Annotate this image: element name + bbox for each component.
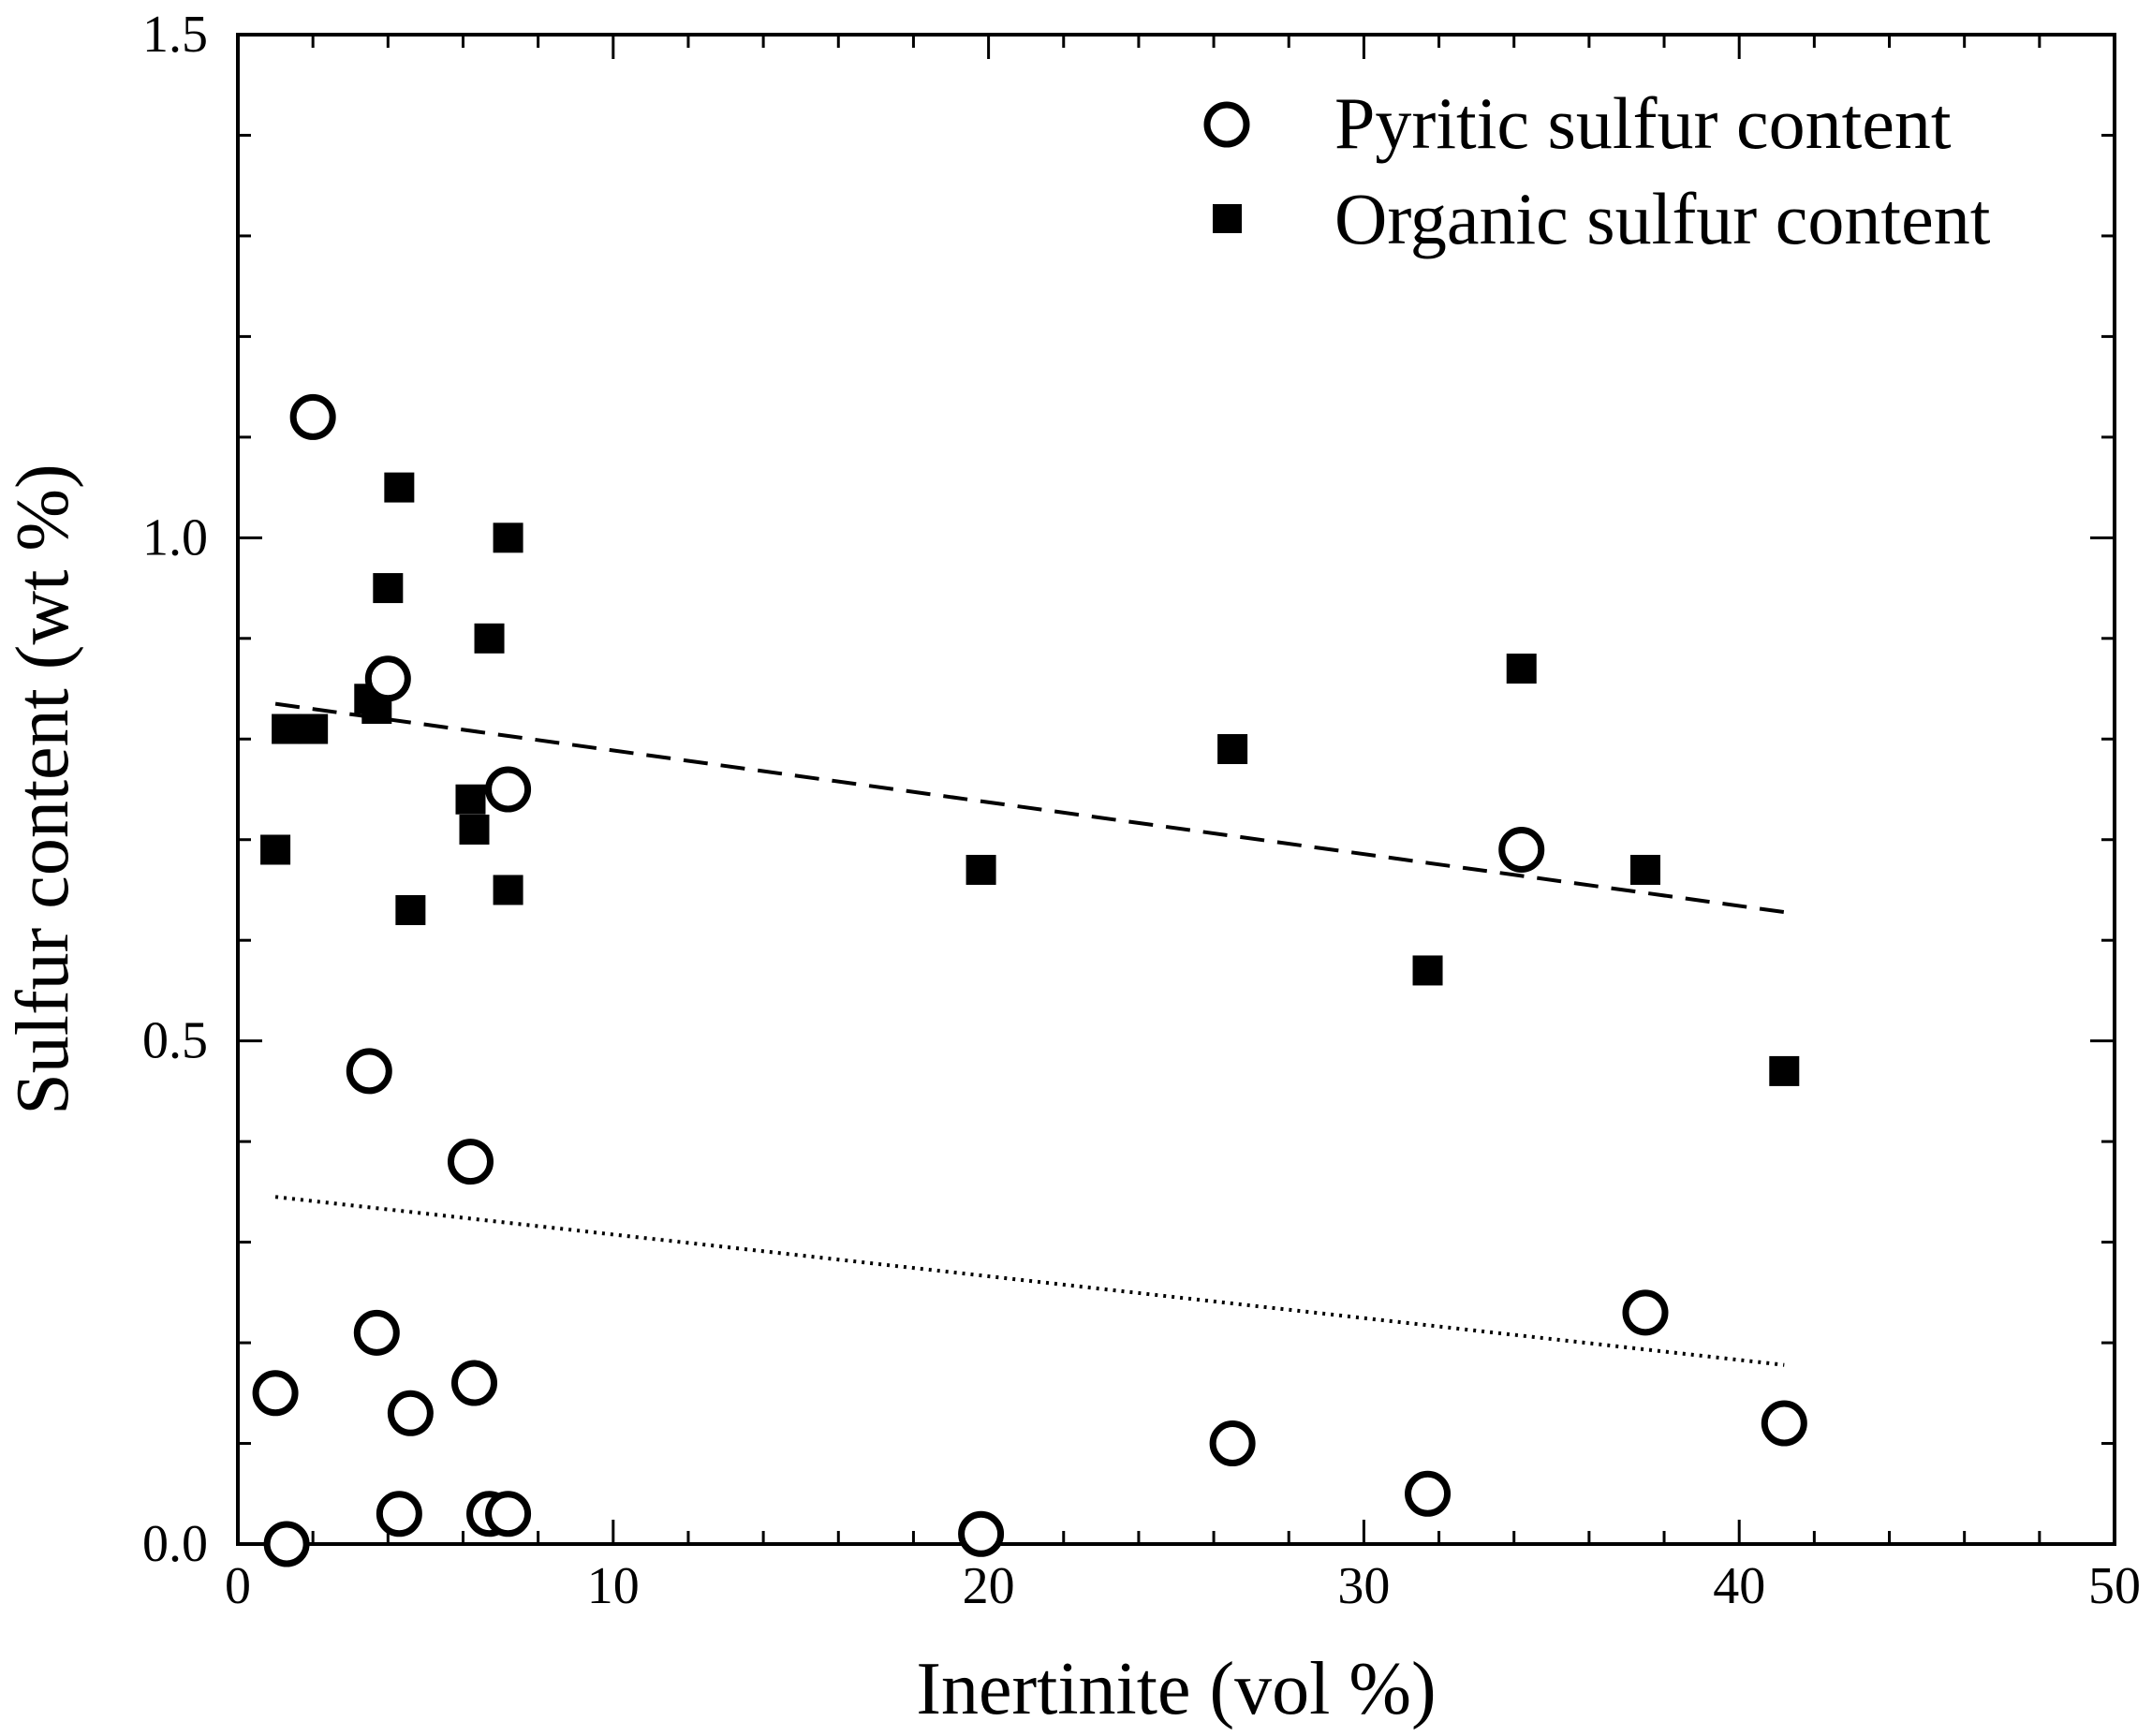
organic-sulfur-point	[493, 875, 523, 905]
organic-sulfur-point	[1412, 955, 1443, 986]
pyritic-sulfur-point	[1498, 826, 1545, 873]
x-tick-label: 50	[2088, 1557, 2141, 1615]
organic-sulfur-point	[384, 472, 415, 503]
pyritic-sulfur-point	[485, 1491, 532, 1537]
organic-sulfur-point	[373, 573, 404, 604]
pyritic-sulfur-point	[1622, 1289, 1669, 1336]
organic-sulfur-point	[474, 623, 505, 654]
legend-label-pyritic: Pyritic sulfur content	[1334, 82, 1952, 164]
pyritic-sulfur-point	[387, 1390, 434, 1436]
organic-sulfur-point	[493, 522, 523, 553]
axis-ticks	[236, 33, 2116, 1546]
organic-sulfur-point	[298, 714, 329, 744]
legend-marker-organic	[1213, 204, 1242, 233]
pyritic-sulfur-point	[451, 1360, 498, 1406]
organic-sulfur-point	[965, 854, 996, 885]
pyritic-sulfur-point	[364, 655, 411, 702]
organic-sulfur-point	[395, 894, 426, 925]
x-tick-label: 30	[1337, 1557, 1390, 1615]
y-axis-title: Sulfur content (wt %)	[2, 463, 84, 1114]
pyritic-sulfur-point	[263, 1521, 310, 1567]
organic-sulfur-point	[1506, 654, 1537, 684]
pyritic-sulfur-point	[346, 1048, 392, 1095]
y-tick-label: 0.0	[142, 1515, 208, 1573]
pyritic-sulfur-point	[958, 1510, 1005, 1557]
pyritic-trendline	[274, 1195, 1785, 1367]
organic-sulfur-point	[1217, 734, 1248, 765]
plot-frame	[236, 33, 2116, 1546]
x-tick-label: 0	[225, 1557, 251, 1615]
axis-tick-labels: 0 10 20 30 40 50 0.0 0.5 1.0 1.5	[142, 6, 2141, 1615]
pyritic-sulfur-point	[289, 393, 336, 440]
legend-marker-pyritic	[1203, 101, 1250, 148]
y-tick-label: 1.5	[142, 6, 208, 64]
pyritic-sulfur-point	[376, 1491, 422, 1537]
organic-sulfur-point	[272, 714, 302, 744]
organic-sulfur-point	[1630, 854, 1660, 885]
pyritic-sulfur-point	[447, 1139, 494, 1185]
y-tick-label: 0.5	[142, 1012, 208, 1070]
organic-sulfur-point	[459, 814, 490, 845]
trendlines	[274, 701, 1785, 1367]
pyritic-sulfur-point	[1209, 1420, 1256, 1467]
pyritic-sulfur-point	[485, 766, 532, 813]
legend-label-organic: Organic sulfur content	[1334, 178, 1991, 259]
x-tick-label: 20	[963, 1557, 1015, 1615]
organic-sulfur-point	[455, 784, 486, 815]
y-tick-label: 1.0	[142, 508, 208, 566]
pyritic-sulfur-point	[252, 1370, 299, 1417]
x-tick-label: 40	[1713, 1557, 1765, 1615]
pyritic-sulfur-point	[1761, 1400, 1807, 1447]
x-tick-label: 10	[587, 1557, 640, 1615]
organic-sulfur-point	[1769, 1055, 1800, 1086]
organic-sulfur-point	[260, 834, 291, 865]
organic-trendline	[274, 701, 1785, 915]
pyritic-sulfur-point	[1405, 1470, 1452, 1517]
pyritic-sulfur-point	[353, 1309, 400, 1356]
legend: Pyritic sulfur content Organic sulfur co…	[1203, 82, 1991, 259]
data-points	[252, 393, 1807, 1567]
x-axis-title: Inertinite (vol %)	[916, 1648, 1436, 1730]
